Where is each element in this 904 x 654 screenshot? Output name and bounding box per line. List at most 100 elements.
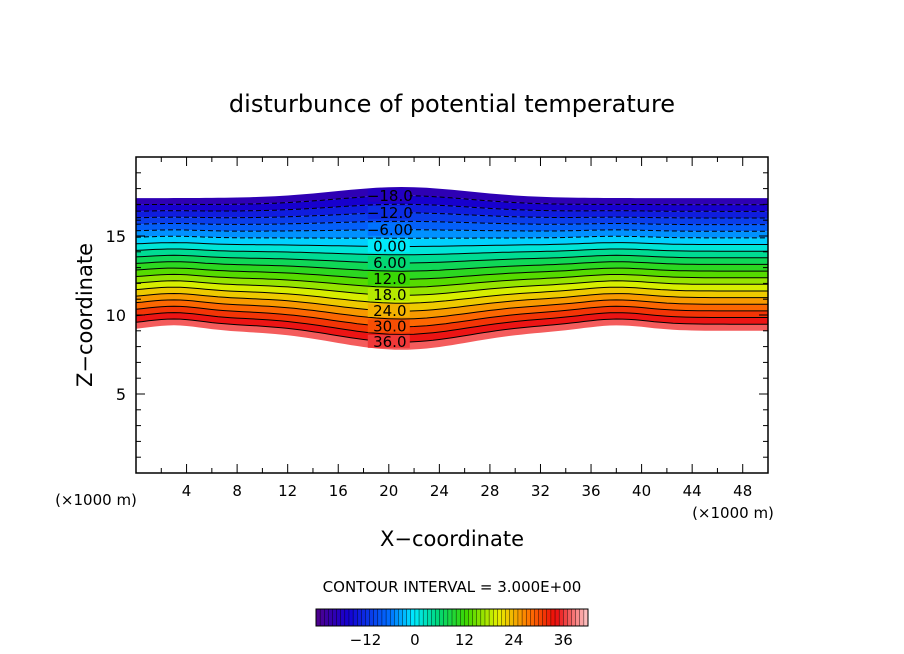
contour-band (136, 236, 768, 247)
colorbar-cell (324, 608, 329, 627)
colorbar-cell (554, 608, 560, 627)
colorbar-cell (357, 608, 362, 627)
contour-label-bg (367, 303, 410, 317)
x-tick-label: 8 (232, 482, 242, 500)
colorbar-cell (497, 608, 502, 627)
contour-line (136, 242, 768, 247)
contour-line (136, 292, 768, 312)
colorbar-tick-labels: −12 0 12 24 36 (350, 631, 573, 649)
colorbar-cell (328, 608, 333, 627)
x-tick-label: 16 (329, 482, 348, 500)
contour-label: 24.0 (373, 302, 406, 320)
x-unit-label-right: (×1000 m) (692, 504, 774, 522)
colorbar-cell (575, 608, 581, 627)
contour-line (136, 203, 768, 212)
contour-label: 18.0 (373, 286, 406, 304)
contour-line (136, 254, 768, 264)
colorbar-cell (484, 608, 490, 627)
y-tick-label: 10 (106, 306, 126, 325)
colorbar-cell (385, 608, 391, 627)
contour-label-bg (367, 255, 410, 269)
colorbar-cell (501, 608, 507, 627)
contour-lines (136, 195, 768, 343)
contour-label: 12.0 (373, 270, 406, 288)
contour-line (136, 299, 768, 320)
colorbar-cell (525, 608, 531, 627)
colorbar-cell (319, 608, 325, 627)
contour-label-bg (367, 239, 410, 253)
colorbar-cell (389, 608, 395, 627)
contour-line (136, 305, 768, 328)
colorbar-cell (451, 608, 457, 627)
colorbar-cell (550, 608, 556, 627)
contour-line (136, 212, 768, 219)
colorbar-cell (476, 608, 482, 627)
x-tick-label: 28 (480, 482, 499, 500)
colorbar-cell (435, 608, 441, 627)
colorbar-cell (455, 608, 461, 627)
colorbar-cell (579, 608, 585, 627)
colorbar-cell (558, 608, 564, 627)
colorbar-cell (315, 608, 321, 627)
colorbar-tick-label: 0 (410, 631, 420, 649)
colorbar-cell (493, 608, 498, 627)
y-tick-label: 5 (116, 385, 126, 404)
chart-title: disturbunce of potential temperature (229, 90, 675, 118)
contour-label: 36.0 (373, 333, 406, 351)
contour-line (136, 248, 768, 256)
contour-line (136, 220, 768, 226)
colorbar-cell (365, 608, 371, 627)
colorbar-frame (315, 608, 589, 627)
colorbar-cell (348, 608, 354, 627)
contour-band (136, 312, 768, 343)
contour-band (136, 287, 768, 312)
colorbar-cell (542, 608, 548, 627)
colorbar-cell (377, 608, 383, 627)
contour-band (136, 261, 768, 280)
x-tick-label: 36 (581, 482, 600, 500)
colorbar-cell (443, 608, 449, 627)
contour-line (136, 280, 768, 296)
colorbar-cell (410, 608, 416, 627)
contour-band (136, 299, 768, 327)
colorbar (315, 608, 589, 627)
contour-label-bg (367, 288, 410, 302)
x-unit-label-left: (×1000 m) (55, 491, 137, 509)
colorbar-cell (381, 608, 387, 627)
contour-label-bg (367, 188, 410, 202)
colorbar-cell (373, 608, 379, 627)
colorbar-cell (406, 608, 412, 627)
colorbar-cell (488, 608, 494, 627)
contour-band (136, 274, 768, 296)
x-tick-label: 24 (430, 482, 449, 500)
colorbar-cell (439, 608, 445, 627)
colorbar-cell (505, 608, 511, 627)
y-tick-labels: 5 10 15 (106, 227, 126, 404)
contour-label: −18.0 (367, 187, 413, 205)
colorbar-tick-label: 24 (504, 631, 523, 649)
colorbar-cell (509, 608, 515, 627)
contour-line (136, 273, 768, 288)
colorbar-cell (361, 608, 366, 627)
contour-band (136, 204, 768, 218)
colorbar-cell (414, 608, 420, 627)
colorbar-cell (422, 608, 428, 627)
contour-label-bg (367, 222, 410, 236)
colorbar-cell (538, 608, 544, 627)
x-tick-labels: 4 8 12 16 20 24 28 32 36 40 44 48 (182, 482, 752, 500)
colorbar-cell (332, 608, 338, 627)
contour-line (136, 286, 768, 304)
colorbar-tick-label: 36 (554, 631, 573, 649)
colorbar-cell (427, 608, 432, 627)
colorbar-tick-label: −12 (350, 631, 382, 649)
contour-line (136, 235, 768, 239)
contour-line (136, 229, 768, 232)
x-tick-label: 40 (632, 482, 651, 500)
contour-band (136, 195, 768, 212)
colorbar-cell (468, 608, 474, 627)
contour-labels: −18.0−12.0−6.000.006.0012.018.024.030.03… (367, 187, 413, 351)
colorbar-cell (534, 608, 540, 627)
contour-label: 0.00 (373, 237, 406, 255)
colorbar-cell (402, 608, 408, 627)
